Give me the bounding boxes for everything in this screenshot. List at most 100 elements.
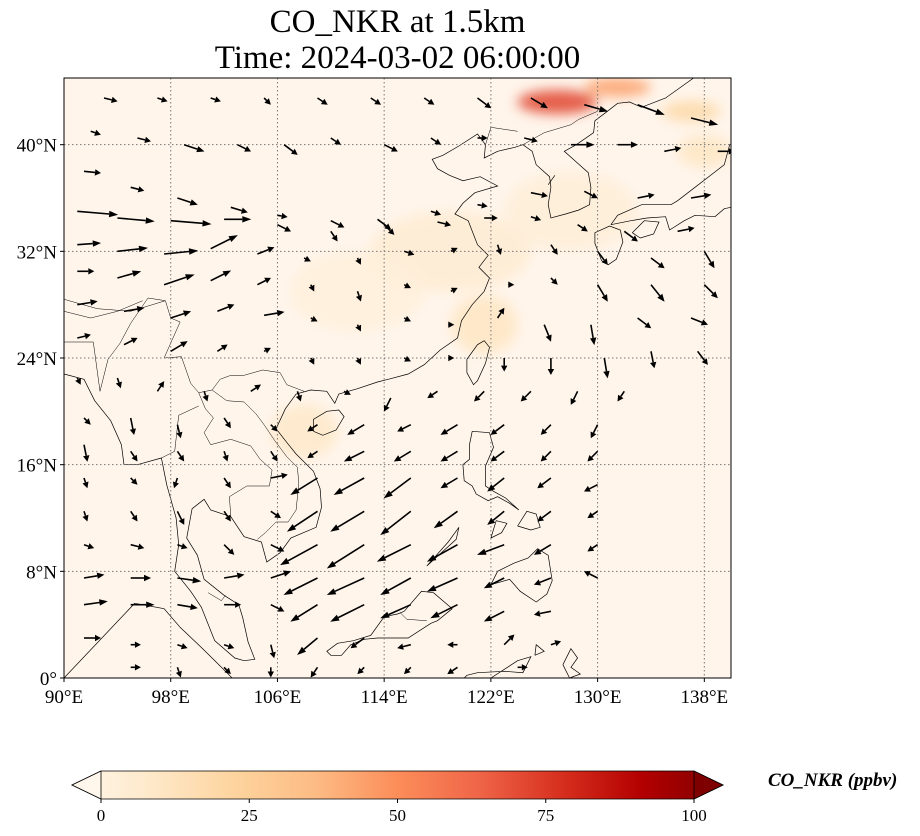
wind-arrow <box>637 317 652 329</box>
wind-arrow <box>177 197 198 206</box>
wind-arrow <box>487 510 505 525</box>
wind-arrow <box>703 284 718 299</box>
wind-arrow <box>83 169 101 176</box>
wind-arrow <box>270 603 285 612</box>
wind-arrow <box>83 543 95 550</box>
wind-arrow <box>90 129 101 136</box>
wind-arrow <box>570 141 595 148</box>
wind-arrow <box>77 210 119 218</box>
latitude-ticks: 0° 8°N 16°N 24°N 32°N 40°N <box>17 136 64 690</box>
wind-arrow <box>223 643 235 650</box>
wind-arrow <box>584 483 598 492</box>
colorbar-body <box>71 770 724 800</box>
latitude-tick-label: 40°N <box>17 136 58 157</box>
wind-arrow <box>550 244 558 255</box>
wind-arrow <box>533 610 552 617</box>
longitude-tick-label: 122°E <box>467 687 515 708</box>
concentration-plume <box>584 78 651 97</box>
wind-arrow <box>637 103 665 115</box>
map-frame <box>63 77 732 679</box>
wind-arrow <box>223 417 231 429</box>
wind-arrow <box>448 321 455 328</box>
wind-arrow <box>317 97 328 105</box>
wind-arrow <box>577 224 588 232</box>
country-border <box>64 300 143 319</box>
coastline <box>610 144 731 231</box>
country-border <box>99 297 305 393</box>
wind-arrow <box>280 543 318 566</box>
wind-arrow <box>596 250 608 265</box>
wind-arrow <box>130 601 155 608</box>
wind-arrow <box>403 249 415 256</box>
wind-arrow <box>540 424 552 435</box>
wind-arrow <box>383 143 398 152</box>
wind-arrow <box>270 450 278 462</box>
wind-arrow <box>326 577 365 595</box>
wind-arrow <box>175 667 182 678</box>
wind-arrow <box>222 451 229 462</box>
wind-arrow <box>130 664 141 671</box>
wind-arrow <box>210 235 238 250</box>
wind-arrow <box>269 644 276 659</box>
wind-arrow <box>257 277 271 286</box>
wind-arrow <box>83 444 90 462</box>
wind-arrow <box>290 477 318 495</box>
wind-arrow <box>540 450 552 462</box>
wind-arrow <box>550 640 562 647</box>
wind-arrow <box>130 574 152 582</box>
country-border <box>400 612 427 621</box>
wind-arrow <box>270 570 292 579</box>
wind-arrow <box>83 417 91 425</box>
wind-arrow <box>210 270 232 282</box>
wind-arrow <box>347 424 365 435</box>
coastline <box>466 340 490 386</box>
wind-arrow <box>176 510 185 525</box>
wind-arrow <box>530 215 542 222</box>
wind-arrow <box>176 450 185 462</box>
wind-arrow <box>664 146 682 153</box>
wind-arrow <box>82 477 89 489</box>
wind-arrow <box>223 510 231 522</box>
wind-arrow <box>177 543 188 550</box>
wind-arrow <box>530 97 548 109</box>
wind-arrow <box>216 344 228 352</box>
wind-arrow <box>530 191 548 198</box>
wind-arrow <box>286 510 318 532</box>
wind-arrow <box>477 97 492 109</box>
wind-arrow <box>650 257 665 269</box>
wind-arrow <box>290 604 318 622</box>
wind-arrow <box>326 544 365 569</box>
map-title: CO_NKR at 1.5km Time: 2024-03-02 06:00:0… <box>64 4 731 76</box>
wind-arrow <box>380 510 412 536</box>
wind-arrow <box>177 603 198 610</box>
coastline <box>313 409 345 436</box>
wind-arrow <box>423 97 435 105</box>
wind-arrow <box>103 96 118 103</box>
wind-arrow <box>343 450 365 462</box>
wind-arrow <box>596 284 608 302</box>
wind-arrow <box>637 192 655 199</box>
wind-arrow <box>603 357 610 379</box>
wind-arrow <box>524 136 538 143</box>
wind-arrow <box>393 450 412 462</box>
country-border <box>207 592 226 602</box>
wind-arrow <box>403 355 411 362</box>
wind-arrow <box>370 97 381 105</box>
wind-arrow <box>224 601 242 608</box>
wind-arrow <box>263 347 271 354</box>
wind-arrow <box>430 137 442 145</box>
wind-arrow <box>533 544 552 555</box>
wind-arrow <box>437 220 452 227</box>
colorbar: 0 25 50 75 100 <box>71 770 724 825</box>
wind-arrow <box>270 472 288 479</box>
latitude-tick-label: 24°N <box>17 349 58 370</box>
coastline <box>490 548 553 603</box>
wind-arrow <box>397 423 412 432</box>
wind-arrow <box>77 240 102 247</box>
wind-arrow <box>283 577 318 595</box>
wind-arrow <box>440 477 458 489</box>
wind-arrow <box>690 117 719 126</box>
wind-arrow <box>496 244 503 255</box>
title-line-1: CO_NKR at 1.5km <box>269 4 526 40</box>
wind-arrow <box>517 664 528 671</box>
